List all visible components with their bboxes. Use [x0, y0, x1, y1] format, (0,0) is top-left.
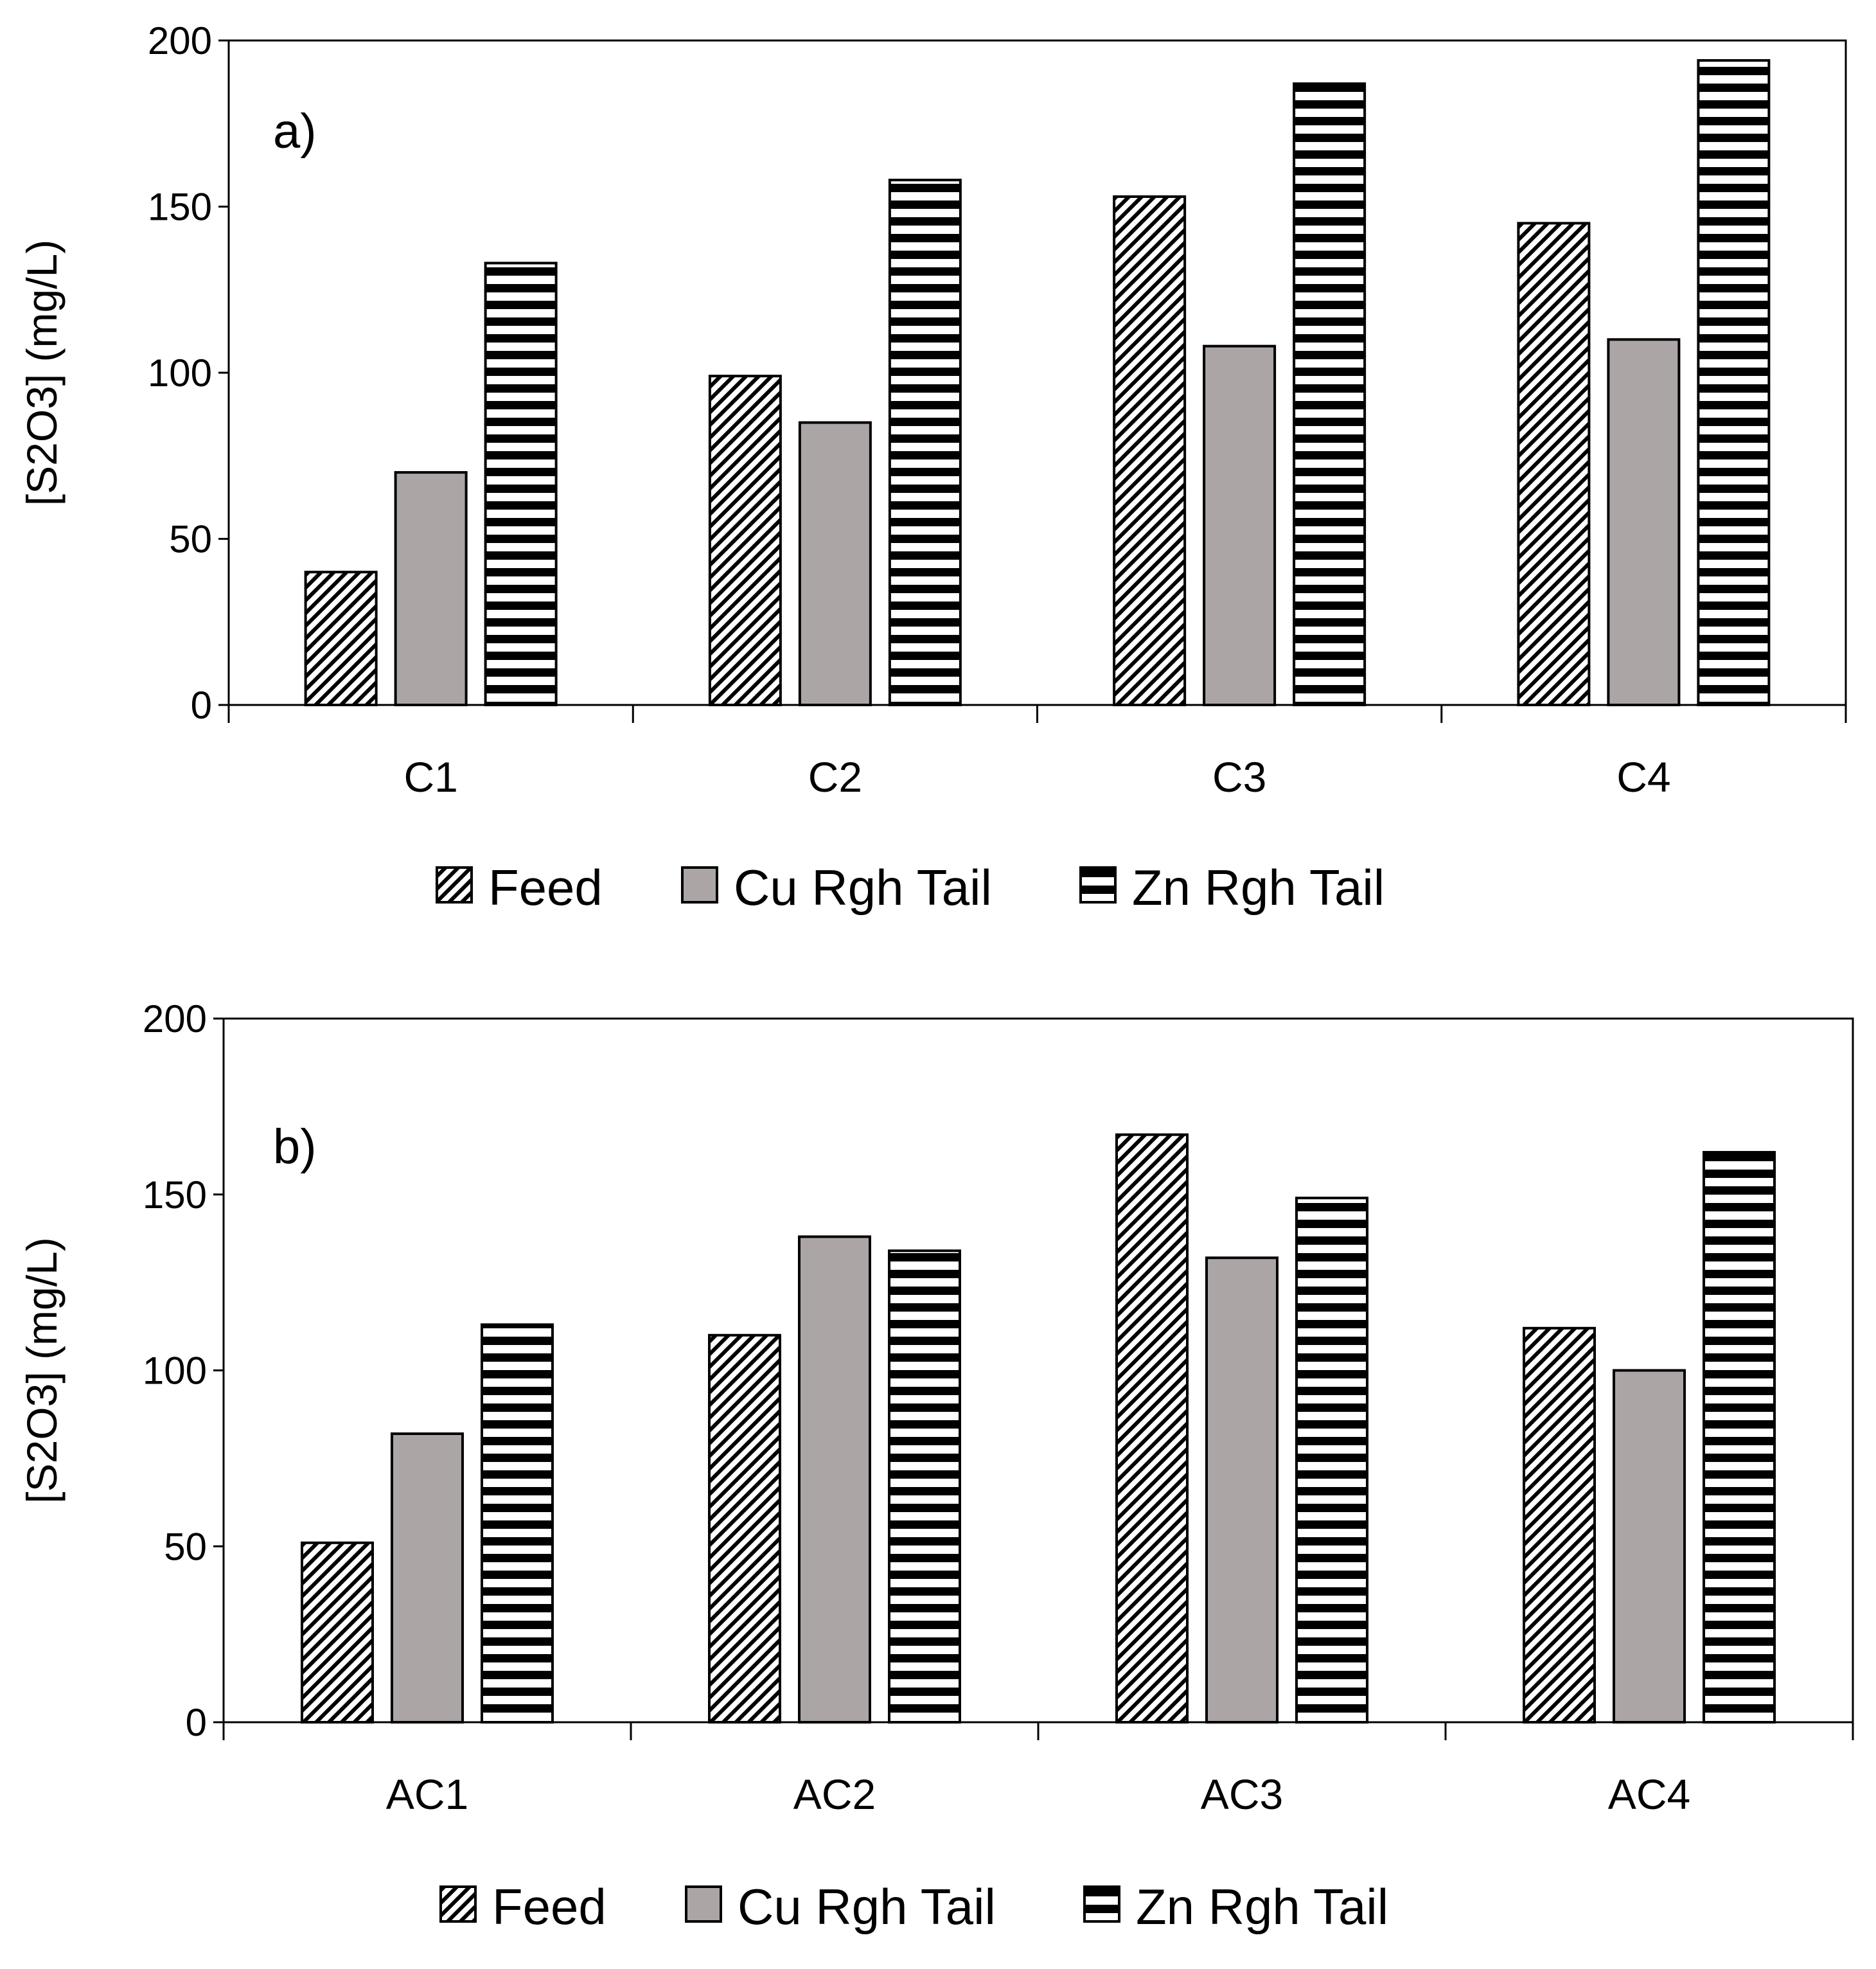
- bar-zn-rgh-tail-ac1: [481, 1323, 554, 1724]
- y-tick-label: 50: [164, 1525, 207, 1568]
- y-tick-label: 100: [143, 1350, 207, 1393]
- legend-swatch-cu-rgh-tail: [681, 866, 718, 904]
- bar-cu-rgh-tail-ac4: [1613, 1369, 1686, 1724]
- x-category-label: C4: [1616, 753, 1670, 801]
- bar-cu-rgh-tail-c4: [1607, 338, 1681, 706]
- y-axis-title: [S2O3] (mg/L): [18, 240, 66, 506]
- y-tick-label: 0: [191, 684, 212, 727]
- x-category-label: C1: [403, 753, 457, 801]
- bar-cu-rgh-tail-ac2: [798, 1235, 871, 1724]
- bar-feed-ac4: [1523, 1326, 1596, 1724]
- chart-panel-b: 0 50 100 150 200 [S2O3] (mg/L) AC1 AC2 AC3 AC4 b) F…: [18, 997, 1854, 1935]
- legend-label-feed: Feed: [488, 859, 603, 916]
- y-tick-label: 200: [143, 997, 207, 1040]
- bar-feed-c1: [304, 571, 378, 707]
- bar-cu-rgh-tail-ac1: [391, 1432, 464, 1724]
- legend: Feed Cu Rgh Tail Zn Rgh Tail: [439, 1878, 1388, 1935]
- x-category-label: AC1: [386, 1770, 468, 1818]
- bar-zn-rgh-tail-c2: [888, 179, 962, 706]
- y-tick-label: 0: [186, 1701, 207, 1744]
- bar-cu-rgh-tail-c2: [798, 421, 872, 706]
- panel-label: a): [273, 104, 317, 159]
- x-category-label: C2: [808, 753, 862, 801]
- bar-zn-rgh-tail-c4: [1697, 59, 1771, 706]
- plot-area-frame: [222, 1017, 1854, 1724]
- legend-label-zn-rgh-tail: Zn Rgh Tail: [1132, 859, 1385, 916]
- legend: Feed Cu Rgh Tail Zn Rgh Tail: [436, 859, 1385, 916]
- bar-cu-rgh-tail-c3: [1203, 344, 1277, 706]
- x-category-label: AC2: [793, 1770, 876, 1818]
- plot-area-frame: [227, 39, 1847, 706]
- bar-zn-rgh-tail-ac4: [1703, 1151, 1776, 1724]
- legend-swatch-zn-rgh-tail: [1083, 1885, 1120, 1923]
- y-tick-label: 150: [143, 1173, 207, 1216]
- bar-zn-rgh-tail-c3: [1293, 82, 1367, 706]
- y-axis-title: [S2O3] (mg/L): [18, 1237, 66, 1503]
- legend-swatch-feed: [439, 1885, 477, 1923]
- y-tick-label: 150: [148, 186, 212, 229]
- bar-feed-ac1: [301, 1541, 374, 1724]
- x-category-label: C3: [1212, 753, 1266, 801]
- bar-zn-rgh-tail-ac2: [888, 1249, 961, 1724]
- bar-cu-rgh-tail-ac3: [1205, 1256, 1279, 1724]
- x-category-label: AC4: [1608, 1770, 1690, 1818]
- bar-cu-rgh-tail-c1: [394, 471, 468, 706]
- panel-label: b): [273, 1119, 317, 1174]
- y-tick-label: 100: [148, 352, 212, 395]
- y-tick-label: 200: [148, 19, 212, 62]
- legend-label-feed: Feed: [492, 1878, 606, 1935]
- bar-zn-rgh-tail-c1: [484, 262, 558, 706]
- legend-label-cu-rgh-tail: Cu Rgh Tail: [738, 1878, 996, 1935]
- bar-zn-rgh-tail-ac3: [1295, 1197, 1368, 1724]
- legend-swatch-cu-rgh-tail: [685, 1885, 722, 1923]
- bar-feed-c4: [1517, 222, 1591, 707]
- bar-feed-c3: [1113, 195, 1187, 706]
- legend-swatch-zn-rgh-tail: [1079, 866, 1117, 904]
- bar-feed-ac3: [1115, 1133, 1189, 1724]
- bar-feed-c2: [708, 375, 782, 706]
- x-category-label: AC3: [1201, 1770, 1283, 1818]
- bar-feed-ac2: [708, 1333, 781, 1724]
- y-tick-label: 50: [169, 518, 212, 561]
- legend-swatch-feed: [436, 866, 473, 904]
- legend-label-cu-rgh-tail: Cu Rgh Tail: [734, 859, 992, 916]
- legend-label-zn-rgh-tail: Zn Rgh Tail: [1136, 1878, 1388, 1935]
- chart-panel-a: 0 50 100 150 200 [S2O3] (mg/L) C1 C2 C3 C4 a) Feed C…: [18, 19, 1847, 916]
